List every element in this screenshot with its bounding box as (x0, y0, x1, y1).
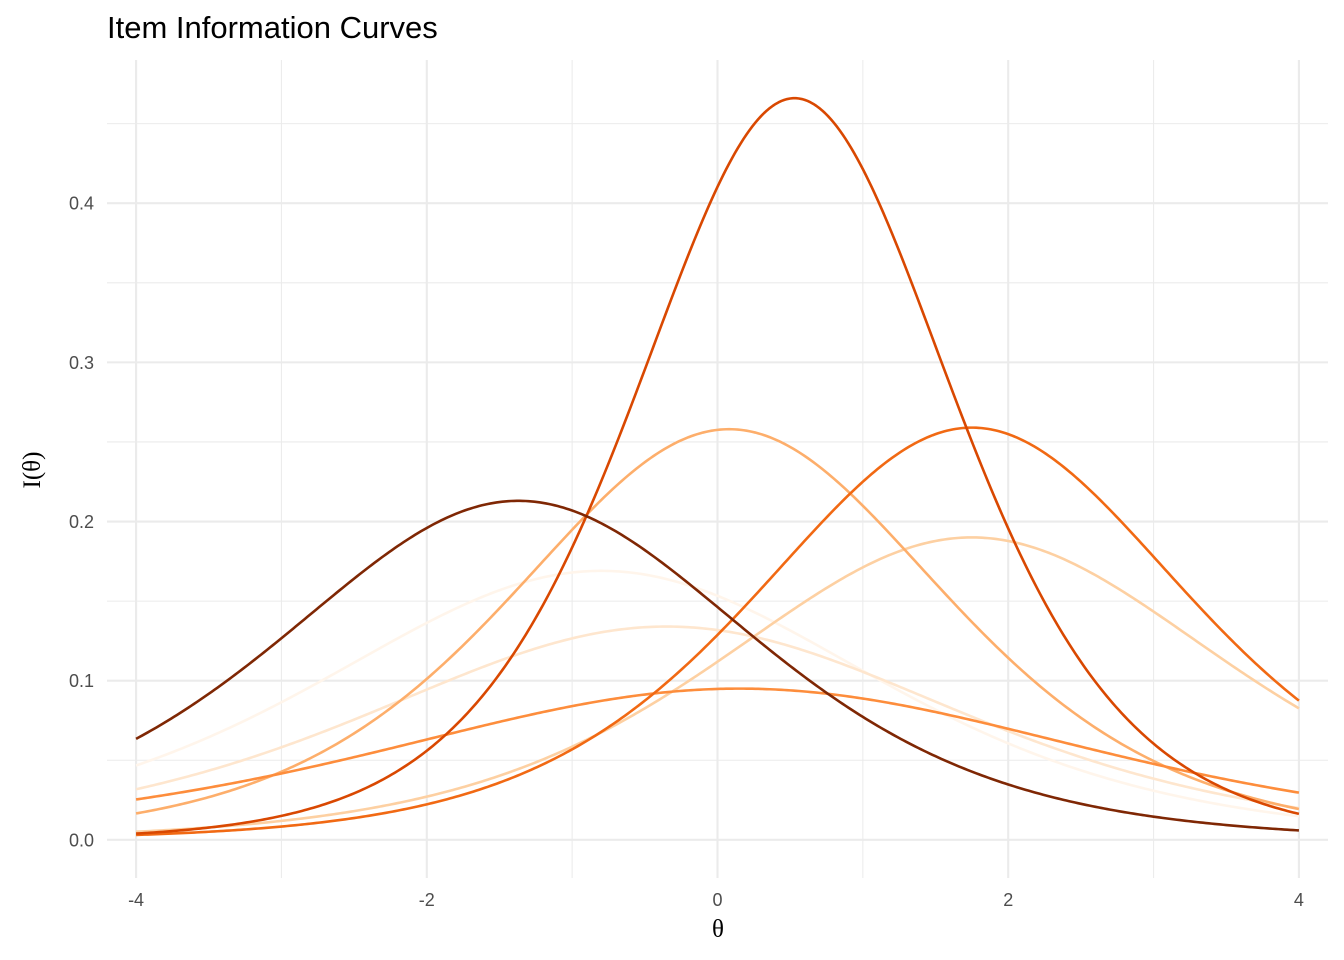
series-line-5 (135, 687, 1300, 801)
x-tick-label: 2 (1003, 890, 1013, 910)
series-line-4 (135, 427, 1300, 815)
x-axis-title: θ (712, 916, 724, 943)
series-line-3 (136, 536, 1300, 834)
grid (107, 60, 1328, 878)
chart-title: Item Information Curves (107, 10, 438, 45)
y-axis-title: I(θ) (19, 452, 46, 489)
series-line-6 (136, 426, 1300, 837)
x-tick-label: 0 (712, 890, 722, 910)
x-tick-label: -2 (419, 890, 435, 910)
series-line-8 (135, 499, 1300, 832)
y-tick-label: 0.4 (69, 194, 94, 214)
y-tick-label: 0.3 (69, 353, 94, 373)
x-tick-label: -4 (128, 890, 144, 910)
series-line-2 (135, 625, 1300, 810)
y-tick-label: 0.1 (69, 671, 94, 691)
x-tick-label: 4 (1294, 890, 1304, 910)
tick-labels: 0.0 0.1 0.2 0.3 0.4 -4 -2 0 2 4 (69, 194, 1304, 910)
y-tick-label: 0.2 (69, 512, 94, 532)
series-group (135, 96, 1300, 837)
y-tick-label: 0.0 (69, 830, 94, 850)
series-line-7 (135, 96, 1300, 835)
series-line-1 (135, 569, 1300, 818)
